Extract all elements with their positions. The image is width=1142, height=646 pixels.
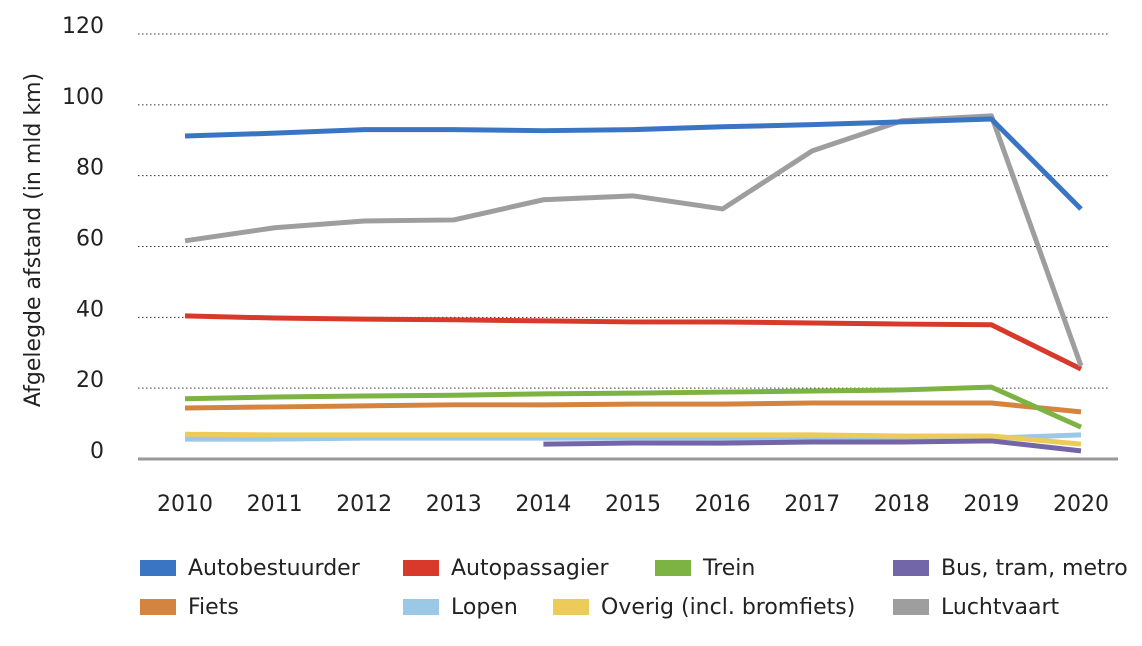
series-line (184, 116, 1083, 211)
y-tick-label: 80 (76, 156, 104, 181)
legend-label: Bus, tram, metro (941, 556, 1128, 581)
legend-swatch (553, 599, 589, 615)
legend-swatch (403, 599, 439, 615)
x-tick-label: 2019 (963, 492, 1019, 517)
series-line (184, 384, 1083, 430)
legend-swatch (140, 599, 176, 615)
x-tick-label: 2010 (157, 492, 213, 517)
legend-swatch (403, 560, 439, 576)
x-tick-label: 2018 (874, 492, 930, 517)
y-tick-label: 100 (62, 85, 104, 110)
y-tick-label: 20 (76, 368, 104, 393)
y-axis-label: Afgelegde afstand (in mld km) (21, 73, 46, 407)
series-line (184, 313, 1083, 372)
x-tick-label: 2014 (515, 492, 571, 517)
legend-swatch (140, 560, 176, 576)
x-tick-label: 2020 (1053, 492, 1109, 517)
y-tick-label: 60 (76, 227, 104, 252)
y-tick-label: 120 (62, 14, 104, 39)
legend-label: Lopen (451, 595, 518, 620)
y-tick-label: 40 (76, 297, 104, 322)
legend-label: Overig (incl. bromfiets) (601, 595, 855, 620)
series-line (543, 438, 1082, 454)
legend-label: Trein (702, 556, 755, 581)
y-tick-label: 0 (90, 439, 104, 464)
legend-label: Luchtvaart (941, 595, 1060, 620)
series-line (184, 113, 1084, 367)
legend-swatch (893, 560, 929, 576)
x-tick-label: 2011 (247, 492, 303, 517)
x-tick-label: 2012 (336, 492, 392, 517)
x-tick-label: 2015 (605, 492, 661, 517)
legend-label: Fiets (188, 595, 239, 620)
x-tick-label: 2016 (695, 492, 751, 517)
legend-label: Autobestuurder (188, 556, 361, 581)
x-tick-label: 2017 (784, 492, 840, 517)
x-tick-label: 2013 (426, 492, 482, 517)
legend-swatch (655, 560, 691, 576)
legend-swatch (893, 599, 929, 615)
series-line (184, 431, 1082, 447)
legend-label: Autopassagier (451, 556, 610, 581)
series-line (184, 400, 1082, 415)
